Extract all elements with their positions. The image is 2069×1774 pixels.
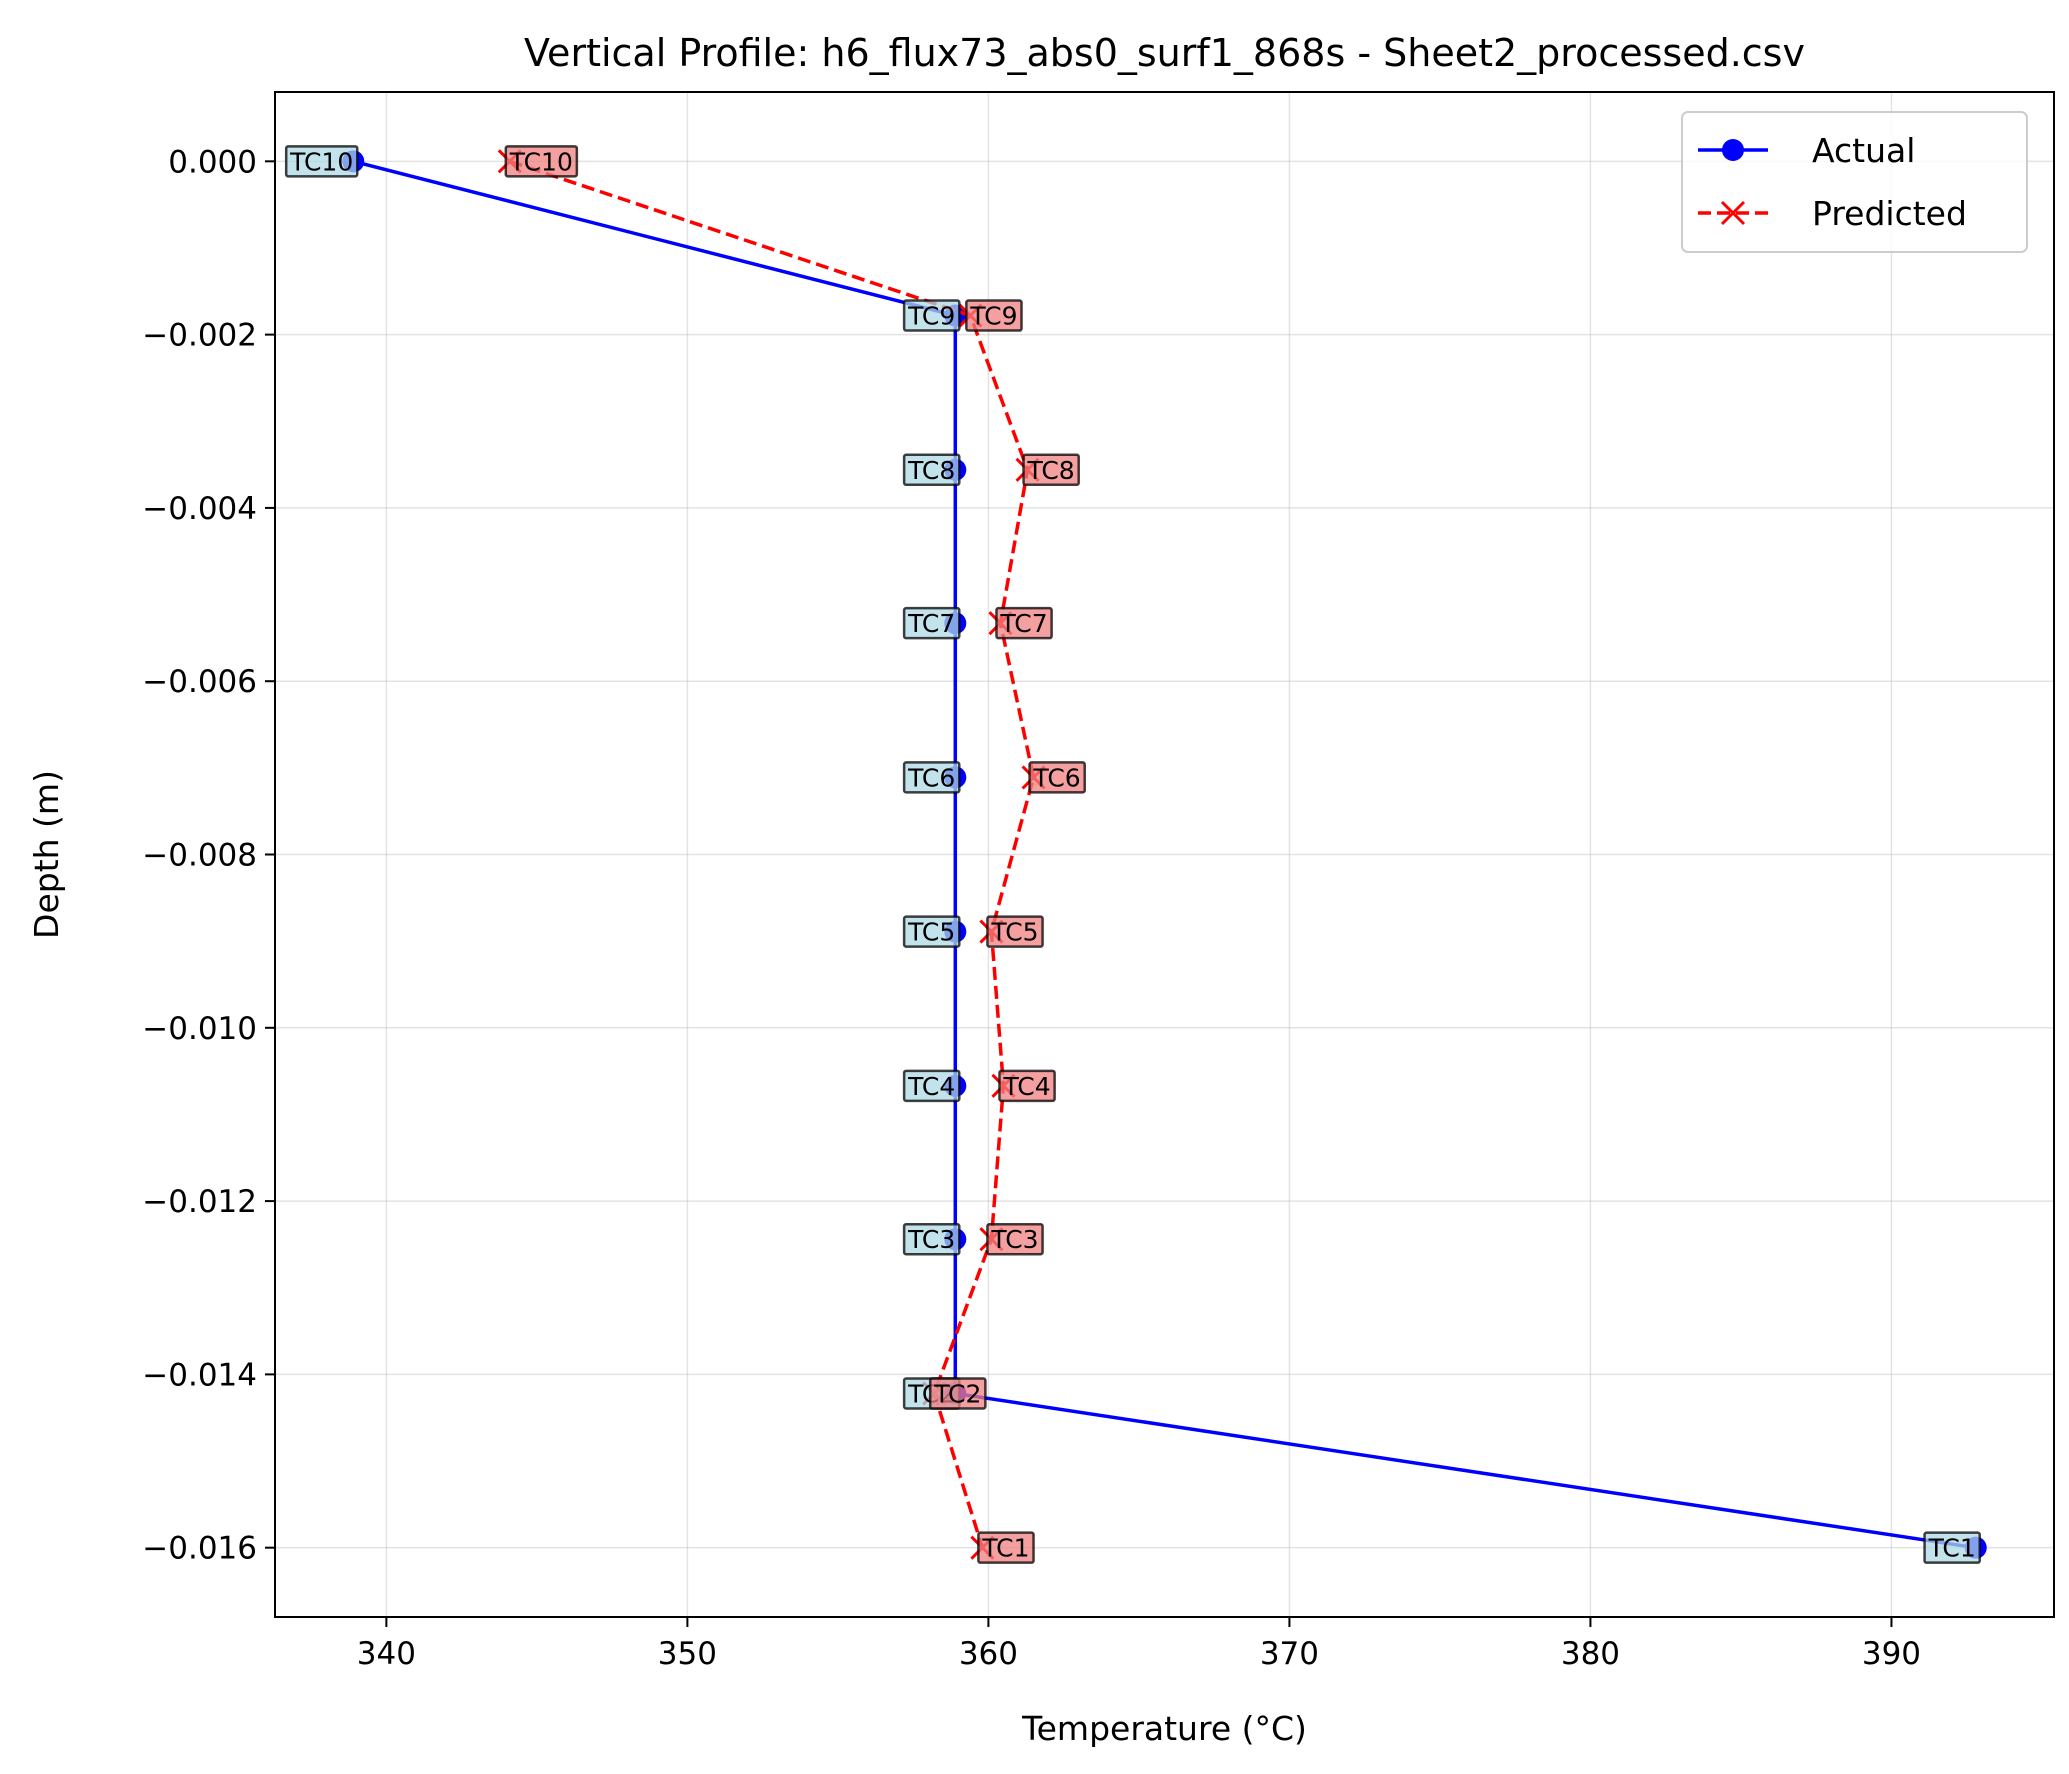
legend-item-predicted: Predicted (1698, 194, 1967, 233)
point-label-actual: TC10 (284, 145, 359, 178)
y-axis-label: Depth (m) (27, 770, 66, 939)
svg-text:TC10: TC10 (509, 147, 573, 176)
x-tick-label: 390 (1862, 1636, 1921, 1672)
legend-frame (1681, 111, 2028, 253)
y-tick-label: 0.000 (168, 144, 257, 180)
svg-text:TC6: TC6 (907, 763, 955, 792)
point-label-predicted: TC4 (998, 1069, 1056, 1103)
svg-text:TC9: TC9 (969, 302, 1017, 331)
point-label-predicted: TC7 (995, 606, 1053, 640)
point-label-actual: TC1 (1923, 1531, 1981, 1564)
point-label-predicted: TC8 (1022, 453, 1080, 487)
svg-text:TC1: TC1 (1928, 1534, 1976, 1563)
point-label-predicted: TC3 (986, 1222, 1044, 1256)
point-label-actual: TC3 (902, 1222, 961, 1256)
point-label-predicted: TC10 (504, 145, 579, 178)
x-tick-label: 370 (1260, 1636, 1319, 1672)
axis-ticks: 340 350 360 370 380 390 0.000 −0.002 −0.004 −0.00… (142, 144, 1921, 1672)
svg-text:TC6: TC6 (1033, 763, 1081, 792)
svg-text:TC2: TC2 (933, 1379, 981, 1408)
legend-item-actual: Actual (1698, 131, 1915, 170)
point-label-actual: TC7 (902, 606, 961, 640)
svg-text:TC7: TC7 (999, 609, 1047, 638)
svg-text:TC9: TC9 (907, 302, 955, 331)
svg-text:TC1: TC1 (981, 1534, 1029, 1563)
series-line-actual (352, 159, 1976, 1550)
point-label-actual: TC6 (902, 761, 961, 794)
svg-text:TC3: TC3 (907, 1225, 955, 1254)
point-label-predicted: TC9 (965, 299, 1023, 332)
x-tick-label: 380 (1561, 1636, 1620, 1672)
y-tick-label: −0.004 (142, 491, 257, 527)
legend: Actual Predicted (1681, 111, 2028, 253)
svg-text:TC5: TC5 (907, 918, 955, 947)
y-tick-label: −0.016 (142, 1531, 257, 1567)
point-label-actual: TC5 (902, 915, 961, 948)
y-tick-label: −0.010 (142, 1011, 257, 1047)
point-label-actual: TC8 (902, 453, 961, 487)
svg-text:TC4: TC4 (1002, 1072, 1050, 1101)
svg-text:TC8: TC8 (907, 456, 955, 485)
x-tick-label: 340 (357, 1636, 416, 1672)
grid (275, 92, 2054, 1617)
point-label-actual: TC9 (902, 299, 961, 332)
point-label-actual: TC4 (902, 1069, 961, 1103)
svg-text:TC8: TC8 (1027, 456, 1075, 485)
point-labels: TC10 TC9 TC8 TC7 TC6 TC5 TC4 TC3 TC2 TC1 TC10 TC9 TC… (284, 145, 1981, 1564)
y-tick-label: −0.014 (142, 1357, 257, 1393)
y-tick-label: −0.012 (142, 1184, 257, 1220)
point-label-predicted: TC2 (928, 1377, 987, 1410)
point-label-predicted: TC5 (986, 915, 1044, 948)
point-label-predicted: TC6 (1028, 761, 1086, 794)
y-tick-label: −0.002 (142, 318, 257, 354)
legend-label: Actual (1812, 131, 1915, 170)
point-label-predicted: TC1 (977, 1531, 1035, 1564)
x-axis-label: Temperature (°C) (1021, 1709, 1307, 1748)
y-tick-label: −0.006 (142, 664, 257, 700)
svg-text:TC3: TC3 (990, 1225, 1038, 1254)
svg-text:TC7: TC7 (907, 609, 955, 638)
svg-text:TC10: TC10 (289, 147, 353, 176)
y-tick-label: −0.008 (142, 838, 257, 874)
chart-title: Vertical Profile: h6_flux73_abs0_surf1_8… (524, 31, 1805, 75)
legend-label: Predicted (1812, 194, 1967, 233)
x-tick-label: 360 (959, 1636, 1018, 1672)
svg-text:TC5: TC5 (990, 918, 1038, 947)
x-tick-label: 350 (658, 1636, 717, 1672)
svg-text:TC4: TC4 (907, 1072, 955, 1101)
